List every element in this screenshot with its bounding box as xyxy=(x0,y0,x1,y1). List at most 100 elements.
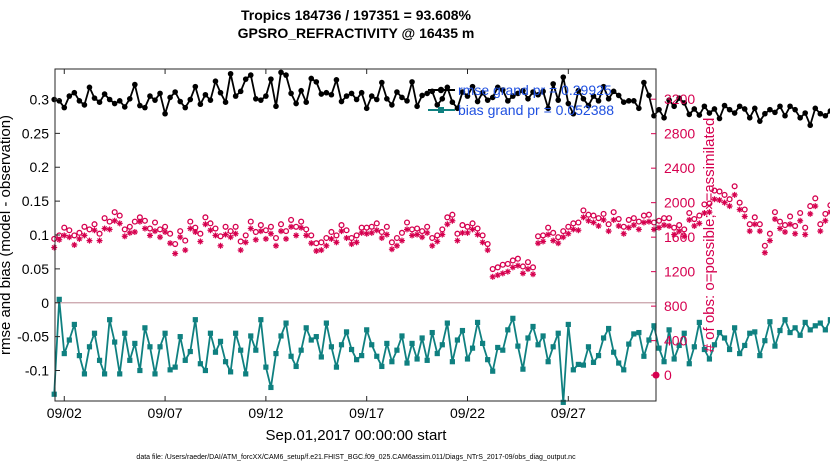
obs-assimilated-stroke xyxy=(611,217,617,223)
obs-possible-point xyxy=(600,210,607,217)
obs-assimilated-stroke xyxy=(651,226,657,232)
rmse-point xyxy=(76,98,83,104)
rmse-point xyxy=(278,69,284,76)
bias-point xyxy=(283,320,289,326)
obs-possible-point xyxy=(141,217,148,224)
rmse-point xyxy=(293,100,299,107)
obs-assimilated-point xyxy=(318,247,325,254)
rmse-point xyxy=(681,100,688,106)
rmse-point xyxy=(797,114,803,121)
obs-assimilated-stroke xyxy=(475,232,481,238)
obs-assimilated-stroke xyxy=(485,247,491,253)
rmse-point xyxy=(671,103,677,110)
bias-point xyxy=(197,361,203,367)
bias-point xyxy=(772,343,778,349)
y-tick-label-left: 0.15 xyxy=(22,193,49,209)
rmse-point xyxy=(590,93,597,99)
obs-assimilated-point xyxy=(761,249,768,256)
obs-assimilated-point xyxy=(187,225,194,232)
rmse-point xyxy=(545,105,551,112)
obs-possible-point xyxy=(227,228,234,235)
obs-assimilated-stroke xyxy=(706,209,712,215)
obs-possible-point xyxy=(333,232,340,239)
obs-assimilated-stroke xyxy=(182,247,188,253)
rmse-point xyxy=(505,98,511,104)
rmse-point xyxy=(389,102,395,108)
obs-assimilated-point xyxy=(519,270,526,277)
obs-assimilated-stroke xyxy=(762,250,768,256)
obs-assimilated-stroke xyxy=(328,236,334,242)
obs-assimilated-stroke xyxy=(716,197,723,203)
bias-point xyxy=(706,356,713,362)
bias-point xyxy=(474,319,481,326)
obs-possible-point xyxy=(76,229,83,236)
rmse-point xyxy=(121,104,128,110)
obs-assimilated-stroke xyxy=(827,211,830,215)
obs-possible-point xyxy=(575,219,582,226)
obs-assimilated-point xyxy=(338,228,345,235)
obs-assimilated-point xyxy=(202,221,209,228)
rmse-point xyxy=(721,102,728,109)
rmse-point xyxy=(192,83,199,90)
obs-assimilated-point xyxy=(469,226,476,233)
obs-possible-point xyxy=(681,226,688,233)
obs-assimilated-stroke xyxy=(530,271,536,277)
plot-area xyxy=(55,69,656,401)
bias-point xyxy=(429,329,435,336)
obs-possible-point xyxy=(388,239,395,246)
bias-point xyxy=(540,333,546,339)
rmse-point xyxy=(550,81,556,87)
bias-point xyxy=(369,342,375,348)
obs-assimilated-stroke xyxy=(454,238,460,244)
rmse-point xyxy=(676,95,682,101)
bias-point xyxy=(631,331,637,337)
bias-point xyxy=(258,317,264,323)
rmse-point xyxy=(137,102,143,109)
obs-assimilated-stroke xyxy=(91,227,98,233)
obs-assimilated-point xyxy=(575,227,582,234)
obs-assimilated-point xyxy=(474,231,481,238)
obs-assimilated-stroke xyxy=(394,243,400,249)
y-tick-label-left: 0.2 xyxy=(30,159,50,175)
bias-point xyxy=(500,347,506,353)
obs-possible-point xyxy=(565,223,572,230)
obs-assimilated-point xyxy=(116,220,123,227)
obs-assimilated-point xyxy=(328,235,335,242)
bias-series xyxy=(51,296,830,405)
rmse-point xyxy=(560,74,567,80)
legend-rmse-marker xyxy=(437,86,445,94)
bias-point xyxy=(666,327,672,333)
rmse-point xyxy=(746,114,753,121)
obs-assimilated-point xyxy=(91,227,98,234)
bias-point xyxy=(253,347,259,353)
rmse-point xyxy=(691,106,698,112)
y-axis-label-right: # of obs: o=possible; ×=assimilated xyxy=(701,118,718,353)
chart-title-line1: Tropics 184736 / 197351 = 93.608% xyxy=(241,7,472,23)
obs-assimilated-stroke xyxy=(727,203,733,209)
y-tick-label-right: 2000 xyxy=(664,195,695,211)
y-tick-label-left: -0.05 xyxy=(17,329,49,345)
obs-assimilated-point xyxy=(393,242,400,249)
obs-assimilated-stroke xyxy=(737,207,743,213)
bias-point xyxy=(711,342,718,348)
bias-point xyxy=(671,356,677,362)
obs-possible-point xyxy=(202,214,209,221)
obs-assimilated-point xyxy=(494,272,501,279)
obs-assimilated-point xyxy=(625,224,632,231)
bias-point xyxy=(86,344,93,350)
rmse-point xyxy=(434,102,441,108)
obs-possible-point xyxy=(716,188,723,195)
obs-possible-point xyxy=(645,211,652,218)
bias-point xyxy=(459,327,466,334)
bias-point xyxy=(621,367,627,373)
obs-assimilated-stroke xyxy=(283,236,289,242)
obs-possible-point xyxy=(318,239,325,246)
obs-assimilated-stroke xyxy=(590,219,597,226)
bias-line xyxy=(53,298,830,404)
bias-point xyxy=(51,391,57,397)
obs-assimilated-point xyxy=(600,216,607,223)
obs-possible-point xyxy=(610,209,617,216)
obs-assimilated-point xyxy=(323,242,330,249)
obs-assimilated-stroke xyxy=(742,213,748,219)
obs-assimilated-point xyxy=(776,225,783,232)
